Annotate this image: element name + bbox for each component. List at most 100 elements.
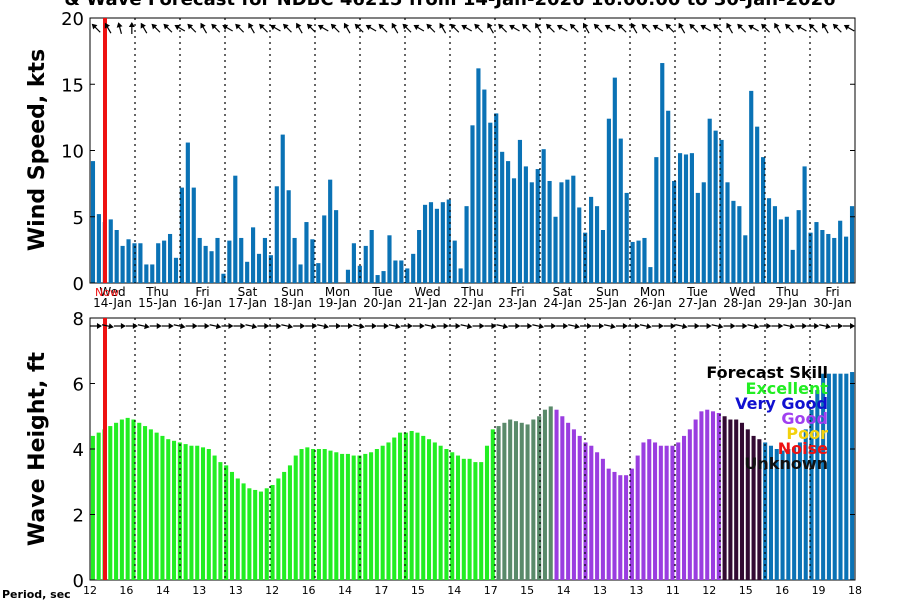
wave-direction-arrow xyxy=(340,323,353,329)
legend-title: Forecast Skill xyxy=(706,363,828,382)
period-value: 15 xyxy=(739,584,753,597)
wave-direction-arrow xyxy=(209,323,222,330)
wind-direction-arrow xyxy=(700,24,712,32)
wind-bar xyxy=(713,130,718,284)
wave-bar xyxy=(490,429,495,580)
wave-bar xyxy=(653,442,658,580)
wind-bar xyxy=(203,245,208,283)
wind-bar xyxy=(162,240,167,283)
wind-bar xyxy=(743,235,748,283)
wave-direction-arrow xyxy=(101,323,114,330)
wave-bar xyxy=(322,449,327,580)
wind-bar xyxy=(624,192,629,283)
day-label-date: 26-Jan xyxy=(633,296,672,310)
period-value: 12 xyxy=(265,584,279,597)
wave-direction-arrow xyxy=(376,323,389,329)
wave-bar xyxy=(125,417,130,580)
y-tick-label: 15 xyxy=(61,75,84,96)
wind-bar xyxy=(245,261,250,283)
y-tick-label: 10 xyxy=(61,142,84,163)
wind-bar xyxy=(405,268,410,283)
wave-bar xyxy=(589,445,594,580)
wind-bar xyxy=(387,235,392,283)
wind-bar xyxy=(422,204,428,283)
legend-entry-noise: Noise xyxy=(778,439,828,458)
wind-bar xyxy=(784,216,789,283)
period-value: 13 xyxy=(192,584,206,597)
wind-bar xyxy=(464,206,469,283)
day-label-dow: Wed xyxy=(99,285,125,299)
y-tick-label: 5 xyxy=(73,208,84,229)
wave-panel: 0 2 4 6 8 12 16 14 13 13 12 16 14 17 15 14 17 15 14 13 13 11 1… xyxy=(73,309,862,597)
day-label-dow: Tue xyxy=(686,285,708,299)
wind-bar xyxy=(547,180,552,283)
wave-bar xyxy=(548,406,553,580)
wave-bar xyxy=(154,432,159,581)
wind-bar xyxy=(778,219,783,283)
wind-bar xyxy=(826,233,831,283)
wave-bar xyxy=(786,449,791,580)
day-label-dow: Thu xyxy=(145,285,169,299)
wave-bar xyxy=(160,435,165,580)
day-label-date: 30-Jan xyxy=(813,296,852,310)
wind-direction-arrow xyxy=(713,23,723,33)
wave-direction-arrow xyxy=(424,323,437,330)
wave-bar xyxy=(595,452,600,580)
wave-bar xyxy=(328,450,333,580)
wave-direction-arrow xyxy=(472,323,485,329)
wave-bar xyxy=(693,419,698,580)
day-label-date: 24-Jan xyxy=(543,296,582,310)
wind-bar xyxy=(820,230,825,283)
wave-direction-arrow xyxy=(580,323,593,329)
period-value: 16 xyxy=(775,584,789,597)
period-value: 14 xyxy=(338,584,352,597)
wind-direction-arrow xyxy=(822,22,829,34)
wind-bar xyxy=(334,210,339,284)
wind-direction-arrow xyxy=(604,24,616,32)
wave-bar xyxy=(554,409,559,580)
wind-bar xyxy=(808,232,813,283)
wind-direction-arrow xyxy=(461,24,473,32)
wind-bar xyxy=(280,134,285,283)
wave-bar xyxy=(519,422,524,580)
day-label-dow: Wed xyxy=(414,285,440,299)
wind-direction-arrow xyxy=(556,24,568,32)
wave-bar xyxy=(450,452,455,580)
wind-bar xyxy=(838,220,843,283)
day-label-date: 20-Jan xyxy=(363,296,402,310)
day-label-date: 15-Jan xyxy=(138,296,177,310)
wind-direction-arrow xyxy=(365,24,377,32)
wave-direction-arrow xyxy=(783,323,796,330)
day-label-dow: Tue xyxy=(371,285,393,299)
period-value: 16 xyxy=(119,584,133,597)
legend-entry-poor: Poor xyxy=(786,424,828,443)
wind-bar xyxy=(440,202,445,283)
wave-direction-arrow xyxy=(137,323,150,330)
wind-direction-arrow xyxy=(641,23,651,33)
y-tick-label: 2 xyxy=(73,506,84,527)
period-value: 19 xyxy=(812,584,826,597)
wind-direction-arrow xyxy=(222,24,233,32)
wind-direction-arrow xyxy=(748,24,759,32)
wind-bar xyxy=(411,253,416,283)
wind-bar xyxy=(583,232,588,283)
wind-direction-arrow xyxy=(128,22,135,34)
wave-direction-arrow xyxy=(831,323,844,329)
wave-direction-arrow xyxy=(221,323,234,329)
wave-bar xyxy=(299,449,304,580)
wave-direction-arrow xyxy=(329,323,342,329)
day-label-dow: Sat xyxy=(238,285,258,299)
wind-bar xyxy=(654,157,659,284)
period-value: 13 xyxy=(629,584,643,597)
wind-bar xyxy=(695,192,700,283)
wind-bar xyxy=(209,251,214,283)
wind-bar xyxy=(156,243,161,283)
wave-bar xyxy=(432,442,437,580)
day-label-dow: Fri xyxy=(510,285,524,299)
wave-bar xyxy=(172,440,177,580)
wind-direction-arrow xyxy=(796,24,807,32)
wave-bar xyxy=(502,422,507,580)
wind-direction-arrow xyxy=(248,22,255,34)
wind-bar xyxy=(553,216,558,283)
wind-bar xyxy=(844,236,849,284)
